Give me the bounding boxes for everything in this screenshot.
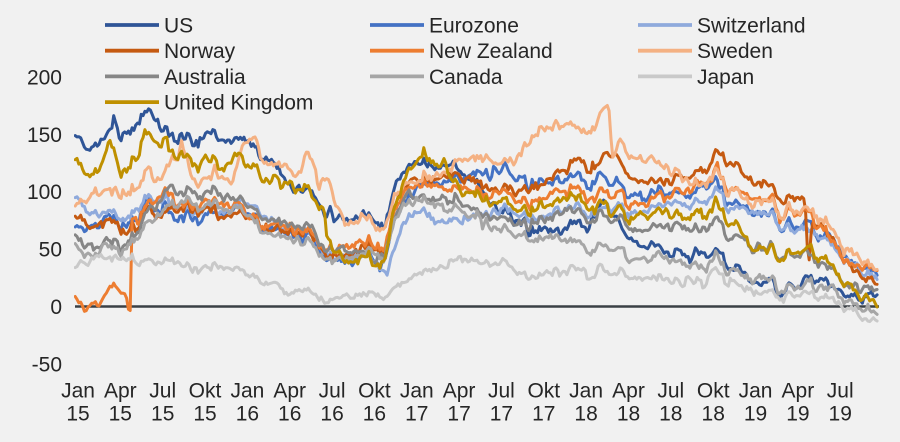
svg-text:Jul: Jul [488, 380, 515, 403]
svg-text:Japan: Japan [697, 66, 754, 89]
svg-text:50: 50 [39, 239, 62, 262]
svg-text:Australia: Australia [164, 66, 246, 89]
svg-text:16: 16 [320, 403, 343, 426]
svg-text:15: 15 [151, 403, 174, 426]
svg-text:15: 15 [66, 403, 89, 426]
svg-text:Okt: Okt [189, 380, 222, 403]
svg-text:New Zealand: New Zealand [429, 40, 553, 63]
svg-text:16: 16 [363, 403, 386, 426]
svg-text:Jul: Jul [319, 380, 346, 403]
svg-text:Canada: Canada [429, 66, 503, 89]
svg-text:17: 17 [405, 403, 428, 426]
svg-text:United Kingdom: United Kingdom [164, 92, 313, 115]
svg-text:-50: -50 [32, 353, 62, 376]
svg-text:Apr: Apr [104, 380, 137, 403]
svg-text:0: 0 [50, 296, 62, 319]
svg-text:Jan: Jan [230, 380, 264, 403]
svg-text:Okt: Okt [527, 380, 560, 403]
svg-text:Norway: Norway [164, 40, 236, 63]
svg-text:Jan: Jan [569, 380, 603, 403]
svg-text:19: 19 [786, 403, 809, 426]
svg-text:18: 18 [574, 403, 597, 426]
svg-text:100: 100 [27, 181, 62, 204]
svg-text:16: 16 [236, 403, 259, 426]
svg-text:Okt: Okt [697, 380, 730, 403]
svg-text:Apr: Apr [273, 380, 306, 403]
svg-text:18: 18 [659, 403, 682, 426]
svg-text:Jul: Jul [657, 380, 684, 403]
svg-text:15: 15 [193, 403, 216, 426]
svg-text:150: 150 [27, 124, 62, 147]
svg-text:16: 16 [278, 403, 301, 426]
svg-text:Okt: Okt [358, 380, 391, 403]
svg-text:Apr: Apr [612, 380, 645, 403]
svg-text:15: 15 [109, 403, 132, 426]
svg-text:19: 19 [744, 403, 767, 426]
svg-text:19: 19 [829, 403, 852, 426]
svg-text:Apr: Apr [782, 380, 815, 403]
svg-text:Jan: Jan [400, 380, 434, 403]
svg-text:Jul: Jul [827, 380, 854, 403]
svg-text:18: 18 [617, 403, 640, 426]
svg-text:US: US [164, 14, 193, 37]
svg-text:Jan: Jan [739, 380, 773, 403]
svg-text:17: 17 [490, 403, 513, 426]
svg-text:Jul: Jul [149, 380, 176, 403]
svg-text:Jan: Jan [61, 380, 95, 403]
svg-text:17: 17 [532, 403, 555, 426]
svg-text:200: 200 [27, 66, 62, 89]
svg-text:Sweden: Sweden [697, 40, 773, 63]
svg-text:Apr: Apr [443, 380, 476, 403]
svg-text:Eurozone: Eurozone [429, 14, 519, 37]
svg-text:17: 17 [447, 403, 470, 426]
svg-text:Switzerland: Switzerland [697, 14, 806, 37]
svg-text:18: 18 [702, 403, 725, 426]
